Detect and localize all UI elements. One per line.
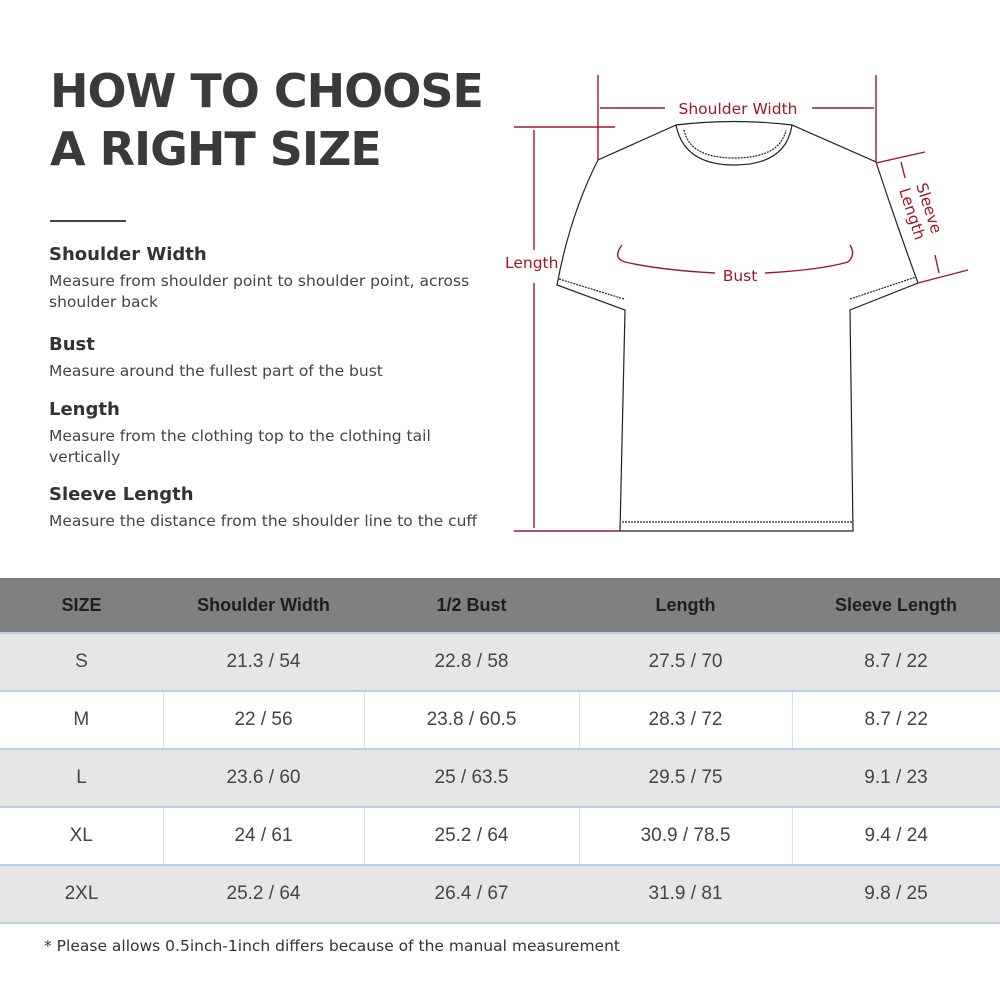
value-cell: 22 / 56 [162,691,364,750]
label-length: Length [505,254,558,272]
measure-lines [514,75,969,532]
value-cell: 9.1 / 23 [792,749,1000,808]
value-cell: 8.7 / 22 [791,691,1000,750]
definition-desc: Measure from shoulder point to shoulder … [49,272,470,311]
value-cell: 25 / 63.5 [364,749,579,808]
value-cell: 27.5 / 70 [579,633,792,692]
definition-desc: Measure the distance from the shoulder l… [49,512,478,530]
value-cell: 8.7 / 22 [792,633,1000,692]
header-cell: Length [579,578,792,634]
value-cell: 23.6 / 60 [163,749,364,808]
page-title: HOW TO CHOOSE A RIGHT SIZE [50,62,500,178]
definition-bust: Bust Measure around the fullest part of … [49,334,499,382]
definition-term: Bust [49,334,95,355]
value-cell: 26.4 / 67 [364,865,579,924]
header-cell: 1/2 Bust [364,578,579,634]
definition-term: Length [49,399,120,420]
size-table: SIZE Shoulder Width 1/2 Bust Length Slee… [0,578,1000,924]
value-cell: 29.5 / 75 [579,749,792,808]
value-cell: 23.8 / 60.5 [363,691,579,750]
definition-term: Shoulder Width [49,244,207,265]
size-cell: L [0,749,163,808]
table-row: S 21.3 / 54 22.8 / 58 27.5 / 70 8.7 / 22 [0,633,1000,692]
value-cell: 25.2 / 64 [163,865,364,924]
value-cell: 25.2 / 64 [363,807,579,866]
definition-length: Length Measure from the clothing top to … [49,399,499,468]
label-shoulder-width: Shoulder Width [679,100,798,118]
value-cell: 31.9 / 81 [579,865,792,924]
table-row: L 23.6 / 60 25 / 63.5 29.5 / 75 9.1 / 23 [0,749,1000,808]
value-cell: 9.8 / 25 [792,865,1000,924]
table-row: XL 24 / 61 25.2 / 64 30.9 / 78.5 9.4 / 24 [0,807,1000,866]
title-line: A RIGHT SIZE [50,122,382,176]
size-cell: S [0,633,163,692]
header-cell: Shoulder Width [163,578,364,634]
tshirt-diagram: Shoulder Width Length Bust Sleeve Length [505,75,969,532]
definition-desc: Measure from the clothing top to the clo… [49,427,431,466]
table-row: 2XL 25.2 / 64 26.4 / 67 31.9 / 81 9.8 / 25 [0,865,1000,924]
divider [50,220,126,222]
value-cell: 24 / 61 [162,807,364,866]
header-cell: Sleeve Length [792,578,1000,634]
size-cell: XL [0,807,163,866]
value-cell: 21.3 / 54 [163,633,364,692]
value-cell: 28.3 / 72 [578,691,792,750]
definition-desc: Measure around the fullest part of the b… [49,362,383,380]
table-row: M 22 / 56 23.8 / 60.5 28.3 / 72 8.7 / 22 [0,691,1000,750]
definition-shoulder-width: Shoulder Width Measure from shoulder poi… [49,244,499,313]
label-bust: Bust [723,267,758,285]
tshirt-outline [556,120,919,532]
footnote: * Please allows 0.5inch-1inch differs be… [44,937,620,955]
value-cell: 22.8 / 58 [364,633,579,692]
title-line: HOW TO CHOOSE [50,64,484,118]
value-cell: 9.4 / 24 [791,807,1000,866]
header-cell: SIZE [0,578,163,634]
value-cell: 30.9 / 78.5 [578,807,792,866]
size-cell: M [0,691,163,750]
table-header-row: SIZE Shoulder Width 1/2 Bust Length Slee… [0,578,1000,634]
size-cell: 2XL [0,865,163,924]
definition-term: Sleeve Length [49,484,194,505]
definition-sleeve-length: Sleeve Length Measure the distance from … [49,484,519,532]
